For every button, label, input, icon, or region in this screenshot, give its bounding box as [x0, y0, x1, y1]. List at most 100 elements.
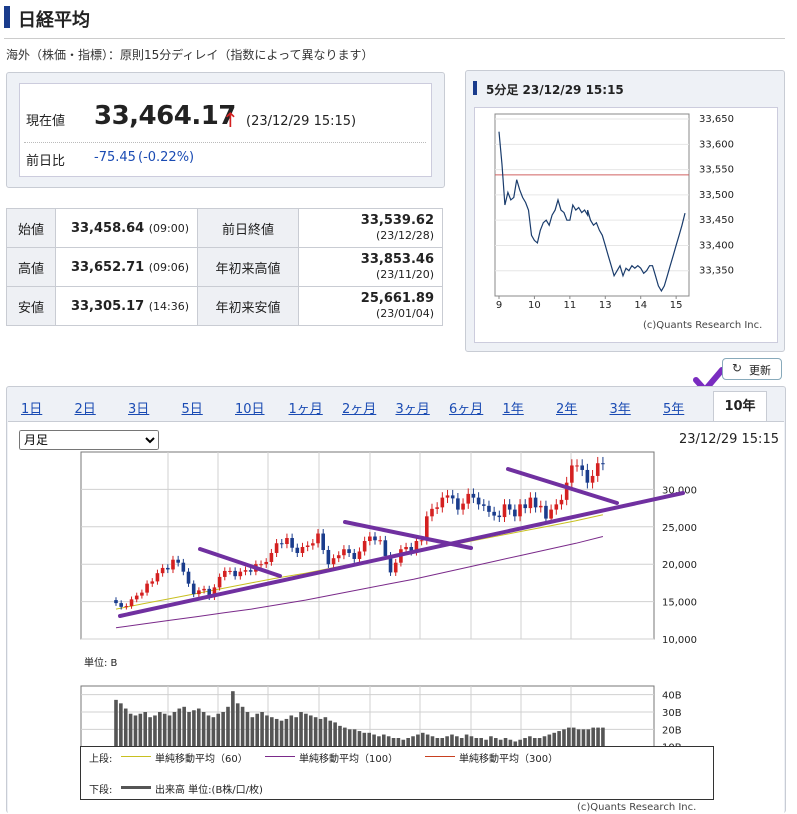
intraday-chart-box: 33,350 33,400 33,450 33,500 33,550 33,600 33,6…: [474, 107, 778, 343]
legend-ma300-swatch: [425, 756, 455, 757]
candle-body: [119, 603, 123, 607]
candle-body: [248, 570, 253, 572]
intraday-y-tick: 33,600: [699, 139, 734, 150]
intraday-chart: 33,350 33,400 33,450 33,500 33,550 33,600 33,6…: [494, 113, 734, 311]
volume-bar: [167, 715, 172, 764]
volume-bar: [255, 713, 260, 764]
volume-y-tick: 40B: [662, 691, 682, 702]
intraday-x-tick: 14: [634, 300, 647, 311]
volume-bar: [596, 727, 600, 764]
volume-bar: [196, 708, 201, 764]
tab-12[interactable]: 5年: [663, 402, 685, 417]
refresh-button[interactable]: ↻ 更新: [722, 358, 782, 380]
volume-bar: [591, 727, 595, 764]
tab-10[interactable]: 2年: [556, 402, 578, 417]
candle-body: [476, 497, 481, 505]
price-time: (23/12/29 15:15): [246, 114, 357, 129]
candle-body: [352, 552, 357, 559]
volume-bar: [187, 712, 191, 764]
title-accent-bar: [4, 6, 10, 28]
tab-13[interactable]: 10年: [713, 391, 767, 422]
candle-body: [393, 562, 398, 573]
volume-bar: [323, 717, 328, 764]
volume-bar: [143, 712, 148, 764]
legend-ma300-label: 単純移動平均（300）: [459, 754, 559, 765]
volume-bar: [571, 727, 576, 764]
candle-body: [466, 493, 471, 504]
tab-6[interactable]: 2ヶ月: [342, 402, 377, 417]
volume-bar: [260, 712, 264, 764]
period-select[interactable]: 月足: [19, 430, 159, 450]
candle-body: [492, 511, 496, 516]
tab-9[interactable]: 1年: [502, 402, 524, 417]
tab-0[interactable]: 1日: [21, 402, 43, 417]
candle-body: [155, 573, 160, 582]
main-y-tick: 20,000: [662, 560, 697, 571]
volume-bar: [250, 717, 255, 764]
candle-body: [186, 571, 191, 584]
volume-bar: [308, 715, 313, 764]
tab-2[interactable]: 3日: [128, 402, 150, 417]
candle-body: [502, 504, 507, 518]
candle-body: [445, 495, 450, 498]
chart-area: 月足 23/12/29 15:15 10,000 15,000 20,000 25,0…: [8, 421, 784, 814]
tab-3[interactable]: 5日: [181, 402, 203, 417]
legend-ma100-label: 単純移動平均（100）: [299, 754, 399, 765]
volume-bar: [333, 722, 337, 764]
candle-body: [570, 465, 574, 483]
period-tabs: 1日 2日 3日 5日 10日 1ヶ月 2ヶ月 3ヶ月 6ヶ月 1年 2年 3年 5年 10年: [7, 387, 785, 422]
candle-body: [549, 509, 553, 519]
open-cell: 33,458.64 (09:00): [55, 208, 198, 248]
stats-row-high: 高値 33,652.71 (09:06) 年初来高値 33,853.46 (23…: [6, 247, 443, 287]
volume-bar: [328, 720, 333, 764]
candle-body: [533, 497, 538, 508]
change-label: 前日比: [26, 154, 66, 169]
main-credit: (c)Quants Research Inc.: [577, 802, 697, 813]
tab-5[interactable]: 1ヶ月: [288, 402, 323, 417]
candle-body: [114, 600, 118, 604]
candle-body: [461, 503, 465, 510]
tab-7[interactable]: 3ヶ月: [395, 402, 430, 417]
stats-row-low: 安値 33,305.17 (14:36) 年初来安値 25,661.89 (23…: [6, 286, 443, 326]
candle-body: [471, 493, 476, 498]
candle-body: [342, 549, 346, 556]
candle-body: [134, 595, 139, 600]
volume-bar: [221, 712, 225, 764]
candle-body: [222, 570, 227, 577]
intraday-price-line: [498, 131, 686, 293]
candle-body: [559, 499, 564, 505]
intraday-x-tick: 15: [670, 300, 683, 311]
current-price: 33,464.17: [94, 101, 236, 131]
candle-body: [336, 555, 341, 559]
low-value: 33,305.17: [70, 298, 145, 314]
tab-8[interactable]: 6ヶ月: [449, 402, 484, 417]
tab-1[interactable]: 2日: [74, 402, 96, 417]
volume-y-tick: 20B: [662, 725, 682, 736]
open-value: 33,458.64: [70, 220, 145, 236]
candle-body: [259, 564, 263, 566]
legend-ma60-label: 単純移動平均（60）: [155, 754, 248, 765]
candle-body: [295, 547, 300, 553]
tab-11[interactable]: 3年: [609, 402, 631, 417]
volume-bar: [318, 718, 323, 764]
candle-body: [217, 576, 222, 588]
ytd-high-date: (23/11/20): [376, 268, 434, 281]
legend-ma60-swatch: [121, 756, 151, 757]
legend-box: 上段: 単純移動平均（60） 単純移動平均（100） 単純移動平均（300） 下…: [80, 746, 714, 800]
candle-body: [456, 498, 460, 510]
candle-body: [414, 541, 419, 552]
volume-bar: [343, 727, 347, 764]
candle-body: [160, 567, 165, 574]
volume-bar: [567, 727, 571, 764]
candle-body: [311, 543, 315, 546]
high-cell: 33,652.71 (09:06): [55, 247, 198, 287]
tab-4[interactable]: 10日: [235, 402, 265, 417]
volume-bar: [211, 717, 216, 764]
volume-bar: [265, 715, 269, 764]
volume-bar: [192, 710, 196, 764]
main-chart-panel: 1日 2日 3日 5日 10日 1ヶ月 2ヶ月 3ヶ月 6ヶ月 1年 2年 3年 5年 10年 月足 23…: [6, 386, 786, 814]
change-percent: (-0.22%): [138, 150, 195, 165]
candle-body: [590, 475, 595, 483]
candle-body: [513, 509, 517, 517]
candle-body: [150, 581, 155, 584]
